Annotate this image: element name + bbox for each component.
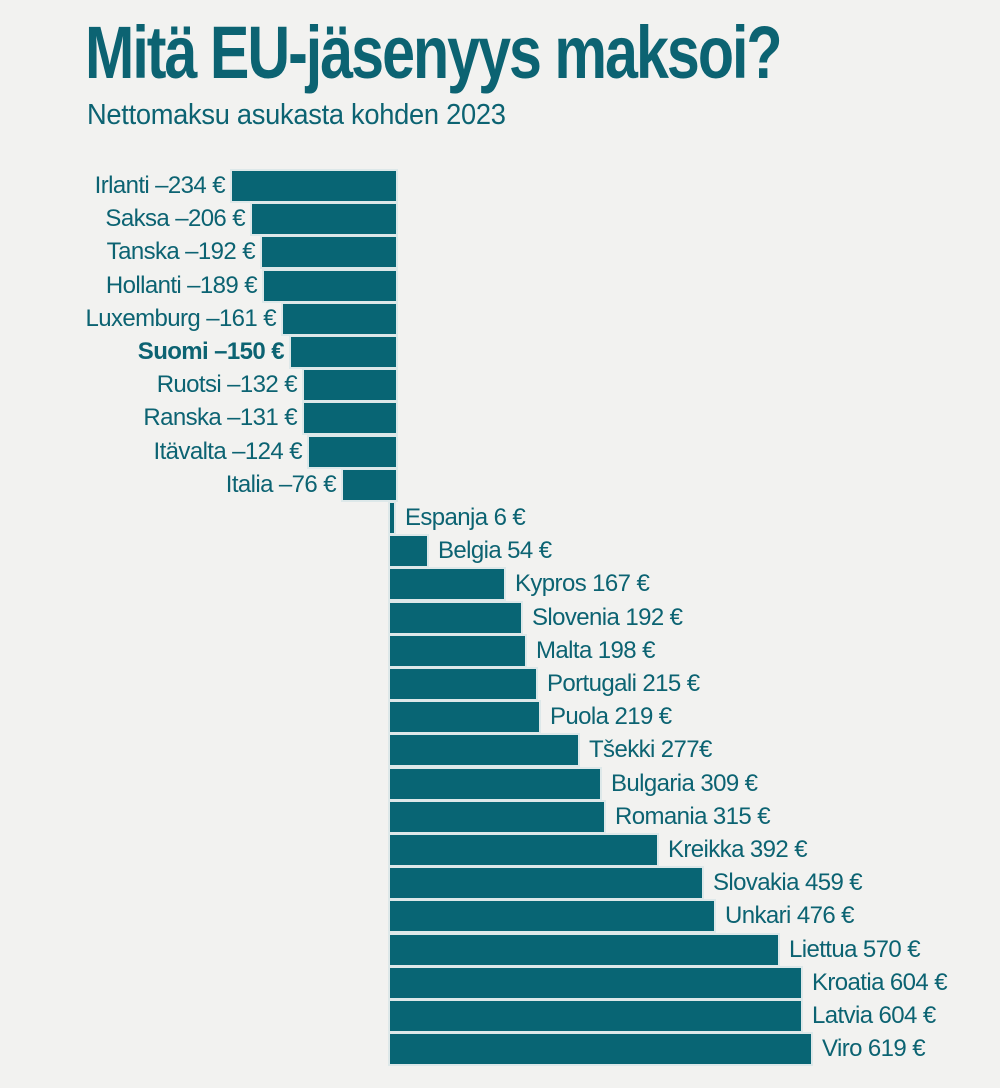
bar (390, 503, 394, 533)
bar (232, 171, 396, 201)
chart-row: Bulgaria 309 € (0, 769, 1000, 799)
bar (390, 735, 578, 765)
chart-row: Tšekki 277€ (0, 735, 1000, 765)
bar (390, 835, 657, 865)
chart-row: Portugali 215 € (0, 669, 1000, 699)
chart-row: Liettua 570 € (0, 935, 1000, 965)
bar-label: Latvia 604 € (812, 1002, 936, 1029)
chart-row: Kypros 167 € (0, 569, 1000, 599)
bar (264, 271, 396, 301)
chart-row: Slovenia 192 € (0, 603, 1000, 633)
bar-label: Espanja 6 € (405, 504, 526, 531)
bar-label: Slovakia 459 € (713, 869, 863, 896)
bar-label: Tšekki 277€ (589, 736, 712, 763)
bar (309, 437, 396, 467)
bar-label: Ruotsi –132 € (156, 371, 298, 398)
bar-label: Viro 619 € (822, 1035, 926, 1062)
bar (390, 769, 600, 799)
bar-label: Hollanti –189 € (105, 272, 258, 299)
chart-row: Kreikka 392 € (0, 835, 1000, 865)
bar-label: Slovenia 192 € (532, 604, 683, 631)
bar-label: Romania 315 € (615, 803, 771, 830)
bar-label: Luxemburg –161 € (85, 305, 276, 332)
chart-row: Saksa –206 € (0, 204, 1000, 234)
bar (283, 304, 396, 334)
bar-label: Tanska –192 € (106, 238, 256, 265)
bar-label: Kreikka 392 € (668, 836, 808, 863)
chart-row: Suomi –150 € (0, 337, 1000, 367)
chart-row: Ranska –131 € (0, 403, 1000, 433)
bar-label: Liettua 570 € (789, 936, 921, 963)
bar (390, 569, 504, 599)
bar (390, 935, 778, 965)
bar-label: Bulgaria 309 € (611, 770, 758, 797)
bar (390, 1034, 811, 1064)
bar (390, 636, 525, 666)
chart-row: Espanja 6 € (0, 503, 1000, 533)
bar-label: Kypros 167 € (515, 570, 650, 597)
bar (252, 204, 396, 234)
bar-label: Itävalta –124 € (153, 438, 303, 465)
bar (390, 702, 539, 732)
bar-label: Belgia 54 € (438, 537, 552, 564)
chart-row: Kroatia 604 € (0, 968, 1000, 998)
bar (390, 669, 536, 699)
bar-label: Puola 219 € (550, 703, 672, 730)
bar-label: Malta 198 € (536, 637, 655, 664)
bar (390, 536, 427, 566)
bar (390, 802, 604, 832)
bar (390, 868, 702, 898)
bar (390, 1001, 801, 1031)
bar-label: Saksa –206 € (105, 205, 245, 232)
chart-row: Irlanti –234 € (0, 171, 1000, 201)
chart-row: Ruotsi –132 € (0, 370, 1000, 400)
chart-subtitle: Nettomaksu asukasta kohden 2023 (87, 99, 506, 131)
chart-row: Hollanti –189 € (0, 271, 1000, 301)
bar (343, 470, 396, 500)
chart-row: Tanska –192 € (0, 237, 1000, 267)
chart-row: Latvia 604 € (0, 1001, 1000, 1031)
chart-row: Unkari 476 € (0, 901, 1000, 931)
bar-label: Italia –76 € (225, 471, 337, 498)
bar-label: Kroatia 604 € (812, 969, 948, 996)
chart-row: Itävalta –124 € (0, 437, 1000, 467)
bar (304, 370, 396, 400)
chart-row: Slovakia 459 € (0, 868, 1000, 898)
chart-row: Romania 315 € (0, 802, 1000, 832)
bar (390, 603, 521, 633)
bar-label: Unkari 476 € (725, 902, 854, 929)
chart-row: Luxemburg –161 € (0, 304, 1000, 334)
chart-title: Mitä EU-jäsenyys maksoi? (85, 11, 783, 94)
chart-row: Italia –76 € (0, 470, 1000, 500)
bar (304, 403, 396, 433)
bar (390, 968, 801, 998)
bar-label: Irlanti –234 € (94, 172, 226, 199)
bar-label: Portugali 215 € (547, 670, 700, 697)
bar-label: Suomi –150 € (137, 338, 285, 365)
bar (262, 237, 396, 267)
bar-label: Ranska –131 € (143, 404, 297, 431)
bar (390, 901, 714, 931)
bar (291, 337, 396, 367)
chart-row: Viro 619 € (0, 1034, 1000, 1064)
chart-row: Malta 198 € (0, 636, 1000, 666)
chart-row: Puola 219 € (0, 702, 1000, 732)
chart-row: Belgia 54 € (0, 536, 1000, 566)
